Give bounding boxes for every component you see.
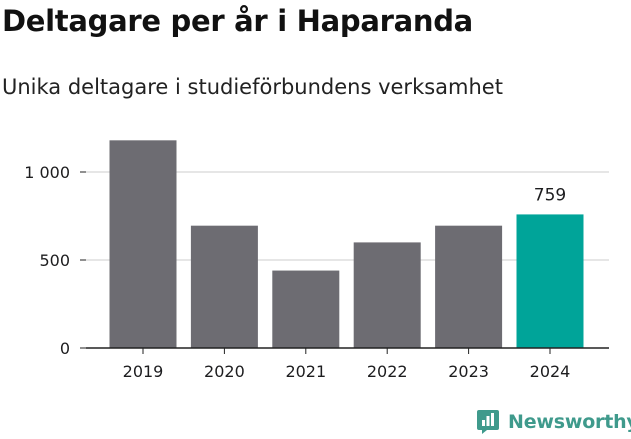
data-label: 759 <box>534 185 566 205</box>
chart-subtitle: Unika deltagare i studieförbundens verks… <box>2 75 503 99</box>
bar <box>272 270 340 348</box>
y-tick-label: 500 <box>39 251 70 270</box>
newsworthy-brand: Newsworthy <box>476 408 631 436</box>
x-tick-label: 2021 <box>285 362 326 381</box>
bar <box>109 140 177 348</box>
y-tick-label: 0 <box>60 339 70 358</box>
x-tick-label: 2022 <box>367 362 408 381</box>
bar <box>353 242 421 348</box>
brand-name: Newsworthy <box>508 411 631 433</box>
bar-highlight <box>516 214 584 348</box>
newsworthy-logo-icon <box>477 410 499 434</box>
x-tick-label: 2024 <box>530 362 571 381</box>
bar <box>435 225 503 348</box>
x-tick-label: 2023 <box>448 362 489 381</box>
x-tick-label: 2019 <box>123 362 164 381</box>
bars <box>109 140 584 348</box>
axes: 0 500 1 000 2019 2020 2021 2022 2023 2024 <box>24 163 609 381</box>
data-labels: 759 <box>534 185 566 205</box>
chart-title: Deltagare per år i Haparanda <box>2 4 473 38</box>
x-tick-label: 2020 <box>204 362 245 381</box>
bar <box>190 225 258 348</box>
y-tick-label: 1 000 <box>24 163 70 182</box>
